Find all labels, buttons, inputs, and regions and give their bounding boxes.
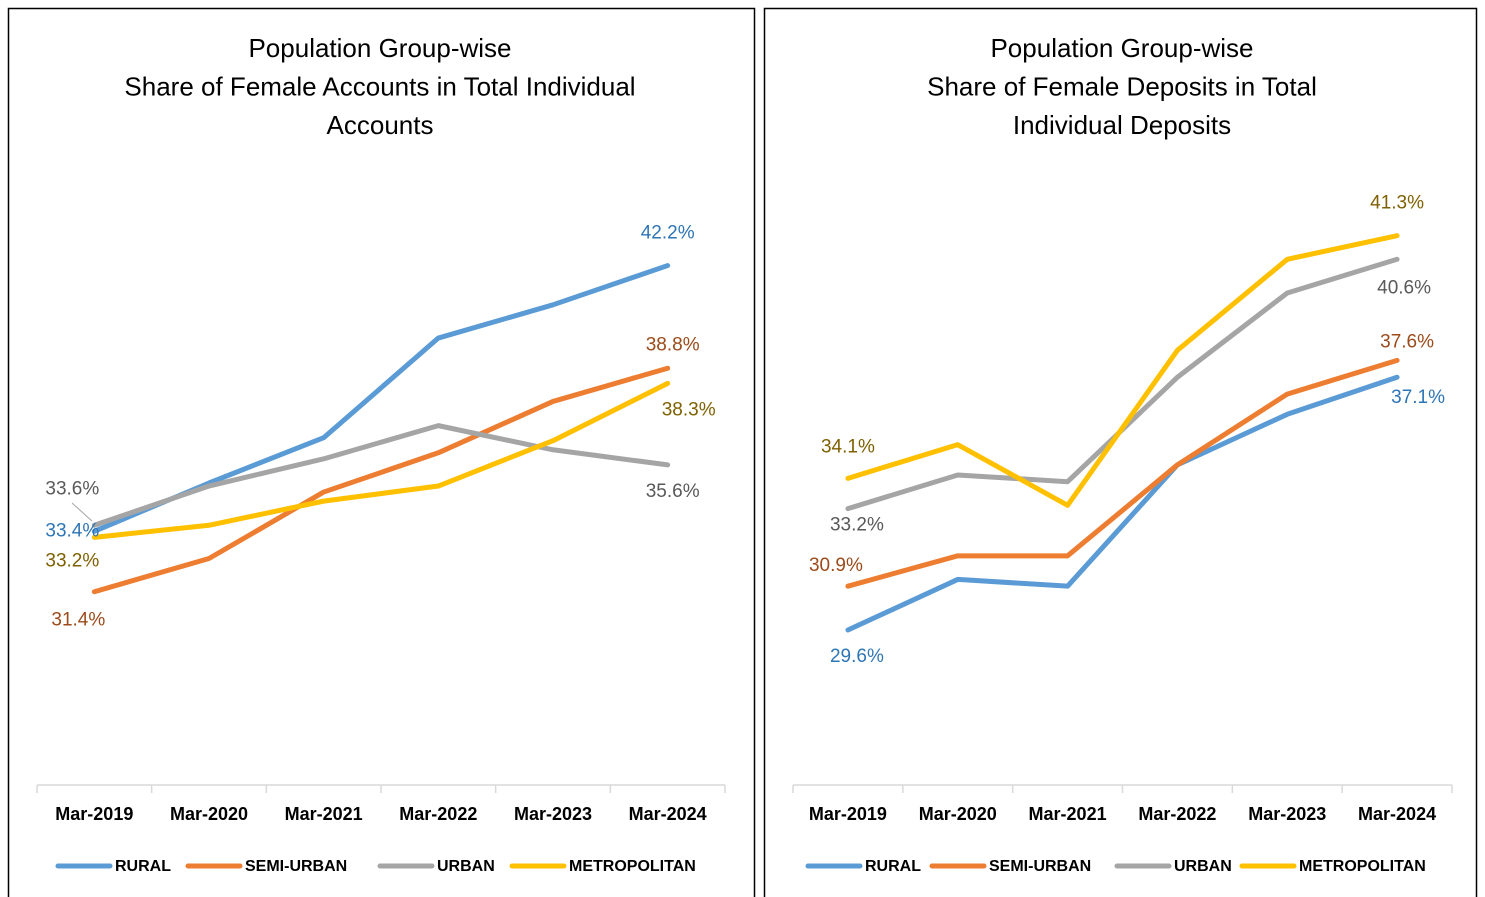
series-line bbox=[91, 380, 671, 540]
data-label: 34.1% bbox=[821, 436, 875, 457]
legend-label: RURAL bbox=[115, 858, 171, 875]
data-label: 33.2% bbox=[830, 515, 884, 536]
x-tick-label: Mar-2022 bbox=[1138, 804, 1216, 824]
series-line bbox=[91, 423, 671, 528]
data-label: 33.2% bbox=[45, 550, 99, 571]
legend-label: URBAN bbox=[437, 858, 495, 875]
legend-label: RURAL bbox=[865, 858, 921, 875]
x-tick-label: Mar-2021 bbox=[1029, 804, 1107, 824]
legend-label: SEMI-URBAN bbox=[989, 858, 1091, 875]
data-label: 37.1% bbox=[1391, 387, 1445, 408]
data-label: 41.3% bbox=[1370, 193, 1424, 214]
data-label: 42.2% bbox=[641, 223, 695, 244]
x-tick-label: Mar-2021 bbox=[285, 804, 363, 824]
series-line bbox=[91, 365, 671, 595]
x-tick-label: Mar-2023 bbox=[1248, 804, 1326, 824]
series-line bbox=[845, 374, 1400, 633]
x-tick-label: Mar-2023 bbox=[514, 804, 592, 824]
data-label: 30.9% bbox=[809, 555, 863, 576]
chart-title: Share of Female Deposits in Total bbox=[927, 71, 1317, 101]
x-tick-label: Mar-2019 bbox=[55, 804, 133, 824]
chart-title: Share of Female Accounts in Total Indivi… bbox=[124, 71, 635, 101]
data-label: 33.6% bbox=[45, 478, 99, 499]
data-label: 37.6% bbox=[1380, 331, 1434, 352]
data-label: 38.3% bbox=[662, 399, 716, 420]
data-label: 35.6% bbox=[646, 481, 700, 502]
data-label: 40.6% bbox=[1377, 277, 1431, 298]
label-leader bbox=[71, 502, 93, 522]
panel-border bbox=[7, 7, 756, 897]
x-tick-label: Mar-2020 bbox=[919, 804, 997, 824]
data-label: 33.4% bbox=[45, 520, 99, 541]
data-label: 31.4% bbox=[51, 610, 105, 631]
chart-title: Individual Deposits bbox=[1013, 110, 1231, 140]
legend-label: SEMI-URBAN bbox=[245, 858, 347, 875]
legend-label: URBAN bbox=[1174, 858, 1232, 875]
series-line bbox=[845, 357, 1400, 589]
data-label: 38.8% bbox=[646, 334, 700, 355]
x-tick-label: Mar-2019 bbox=[809, 804, 887, 824]
x-tick-label: Mar-2020 bbox=[170, 804, 248, 824]
chart-title: Accounts bbox=[327, 110, 434, 140]
series-line bbox=[845, 233, 1400, 508]
legend-label: METROPOLITAN bbox=[1299, 858, 1426, 875]
x-tick-label: Mar-2022 bbox=[399, 804, 477, 824]
chart-title: Population Group-wise bbox=[990, 33, 1253, 63]
data-label: 29.6% bbox=[830, 646, 884, 667]
x-tick-label: Mar-2024 bbox=[1358, 804, 1436, 824]
chart-title: Population Group-wise bbox=[248, 33, 511, 63]
x-tick-label: Mar-2024 bbox=[629, 804, 707, 824]
legend-label: METROPOLITAN bbox=[569, 858, 696, 875]
panel-border bbox=[763, 7, 1478, 897]
